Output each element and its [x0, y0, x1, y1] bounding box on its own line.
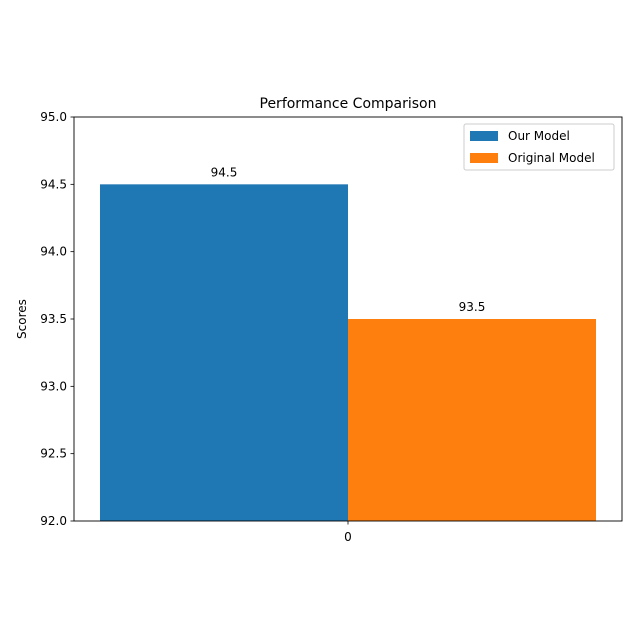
bar-value-label: 93.5 — [459, 300, 486, 314]
x-tick-label: 0 — [344, 530, 352, 544]
y-tick-label: 92.5 — [40, 447, 67, 461]
bar-value-label: 94.5 — [211, 165, 238, 179]
legend-swatch — [470, 131, 498, 141]
legend-box — [463, 123, 615, 171]
bar-original-model — [348, 319, 596, 521]
y-axis: 92.0 92.5 93.0 93.5 94.0 94.5 95.0 — [40, 110, 74, 528]
chart-title: Performance Comparison — [260, 96, 437, 112]
y-tick-label: 94.5 — [40, 177, 67, 191]
x-axis: 0 — [344, 521, 352, 544]
y-tick-label: 93.5 — [40, 312, 67, 326]
bars-group: 94.5 93.5 — [100, 165, 596, 522]
legend: Our Model Original Model — [463, 123, 615, 171]
bar-our-model — [100, 184, 348, 522]
y-tick-label: 92.0 — [40, 514, 67, 528]
plot-frame — [73, 116, 623, 522]
legend-label: Our Model — [508, 129, 570, 143]
y-tick-label: 93.0 — [40, 379, 67, 393]
y-tick-label: 95.0 — [40, 110, 67, 124]
y-tick-label: 94.0 — [40, 245, 67, 259]
legend-label: Original Model — [508, 151, 595, 165]
y-axis-label: Scores — [15, 299, 29, 339]
legend-swatch — [470, 153, 498, 163]
